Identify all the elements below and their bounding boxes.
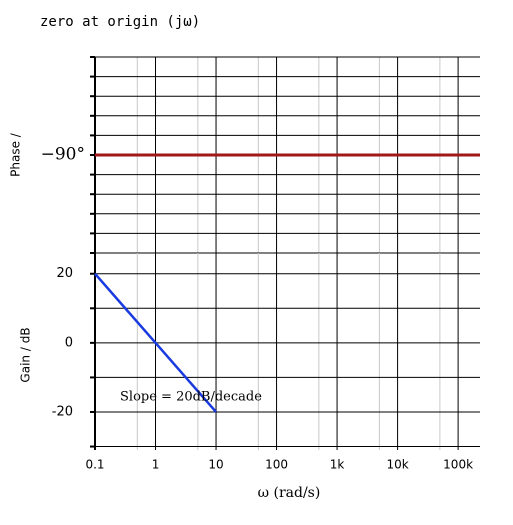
series-line (94, 272, 217, 413)
x-axis-label: ω (rad/s) (258, 485, 321, 501)
x-tick-label: 10 (208, 458, 223, 472)
y-tick-label: 20 (56, 266, 73, 281)
x-tick-label: 1 (152, 458, 160, 472)
x-tick-label: 100 (265, 458, 288, 472)
y-axis-label: Phase / (9, 132, 23, 177)
x-tick-label: 1k (330, 458, 345, 472)
y-axis-label: Gain / dB (19, 327, 33, 382)
annotation: Slope = 20dB/decade (120, 390, 262, 405)
x-tick-label: 0.1 (85, 458, 104, 472)
x-tick-label: 100k (443, 458, 473, 472)
y-tick-label: −90° (41, 145, 85, 165)
chart-title: zero at origin (jω) (40, 14, 200, 30)
y-tick-label: -20 (52, 404, 73, 419)
x-tick-label: 10k (386, 458, 408, 472)
y-tick-label: 0 (65, 335, 73, 350)
